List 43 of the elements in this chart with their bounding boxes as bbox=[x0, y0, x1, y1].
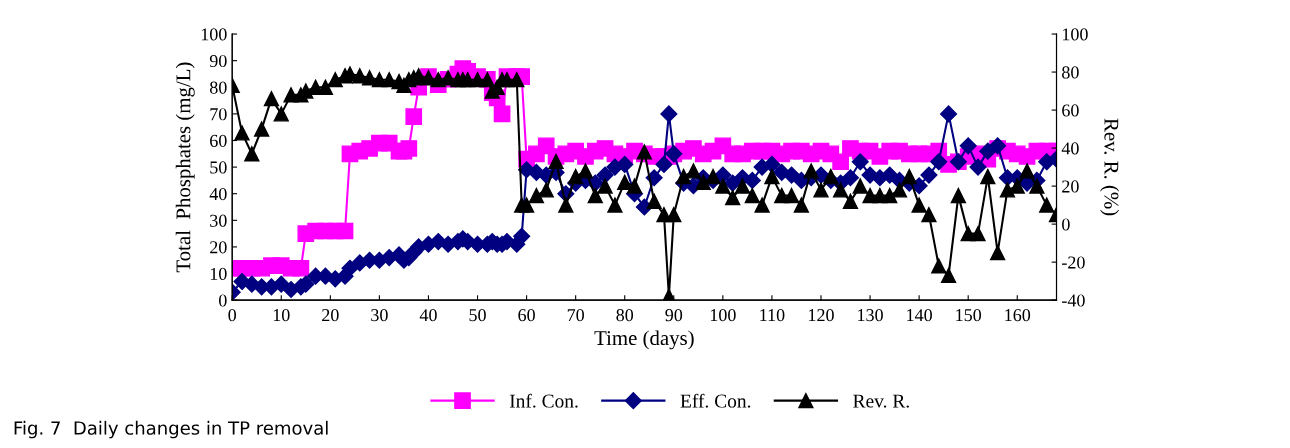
caption: Fig. 7 Daily changes in TP removal bbox=[14, 420, 328, 439]
x-tick-label: 120 bbox=[809, 309, 834, 322]
y-tick-label: 20 bbox=[210, 241, 227, 254]
x-axis-title: Time (days) bbox=[594, 330, 694, 350]
y2-tick-label: -20 bbox=[1062, 256, 1085, 269]
y-tick-label: 70 bbox=[210, 108, 227, 121]
x-tick-label: 100 bbox=[710, 309, 736, 322]
x-tick-label: 130 bbox=[858, 309, 883, 322]
y-tick-label: 40 bbox=[209, 187, 227, 201]
x-tick-label: 150 bbox=[956, 309, 982, 322]
x-tick-label: 40 bbox=[419, 309, 437, 322]
y2-tick-label: 20 bbox=[1062, 180, 1079, 193]
y2-tick-label: 80 bbox=[1062, 66, 1079, 79]
y-tick-label: 50 bbox=[210, 161, 227, 174]
y-tick-label: 80 bbox=[209, 81, 227, 94]
x-tick-label: 0 bbox=[228, 309, 237, 322]
y2-tick-label: -40 bbox=[1062, 294, 1085, 307]
y2-tick-label: 60 bbox=[1062, 104, 1079, 117]
x-tick-label: 160 bbox=[1005, 309, 1031, 322]
y2-tick-label: 100 bbox=[1062, 28, 1088, 41]
y-tick-label: 60 bbox=[210, 134, 227, 147]
legend-label: Rev. R. bbox=[853, 394, 909, 408]
y2-tick-label: 40 bbox=[1061, 142, 1079, 155]
x-tick-label: 10 bbox=[273, 309, 290, 322]
x-tick-label: 70 bbox=[567, 309, 584, 322]
y-tick-label: 0 bbox=[219, 294, 227, 307]
x-tick-label: 50 bbox=[469, 309, 486, 322]
x-tick-label: 30 bbox=[371, 309, 388, 322]
legend-label: Eff. Con. bbox=[680, 393, 751, 408]
x-tick-label: 20 bbox=[322, 309, 339, 322]
x-tick-label: 140 bbox=[907, 309, 932, 322]
y-tick-label: 10 bbox=[210, 267, 227, 280]
y-tick-label: 90 bbox=[209, 54, 227, 68]
y-tick-label: 30 bbox=[210, 214, 227, 227]
x-tick-label: 90 bbox=[665, 309, 683, 322]
y-tick-label: 100 bbox=[201, 28, 227, 41]
y-axis-title: Total Phosphates (mg/L) bbox=[175, 62, 195, 273]
legend-label: Inf. Con. bbox=[509, 393, 578, 408]
y2-tick-label: 0 bbox=[1062, 218, 1070, 231]
y2-axis-title: Rev. R. (%) bbox=[1100, 118, 1120, 216]
x-tick-label: 110 bbox=[760, 309, 785, 322]
x-tick-label: 60 bbox=[518, 309, 535, 322]
x-tick-label: 80 bbox=[616, 309, 634, 322]
